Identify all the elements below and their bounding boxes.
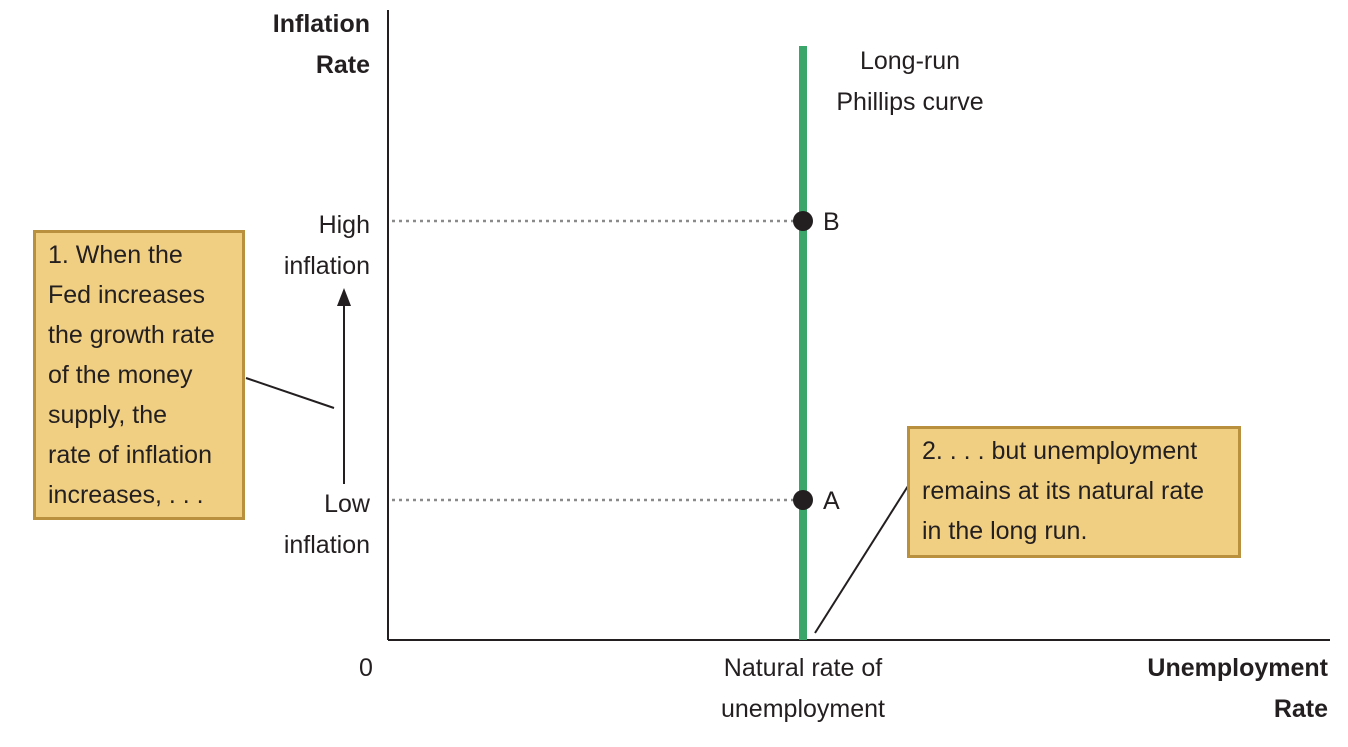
curve-label-line1: Long-run bbox=[860, 47, 960, 75]
low-inflation-label-line1: Low bbox=[324, 490, 371, 518]
x-axis-title-line2: Rate bbox=[1274, 695, 1328, 723]
callout-fed-increases-money-growth: 1. When the Fed increases the growth rat… bbox=[33, 230, 245, 520]
high-inflation-label-line2: inflation bbox=[284, 252, 370, 280]
point-a-label: A bbox=[823, 487, 840, 515]
high-inflation-label-line1: High bbox=[319, 211, 370, 239]
callout-2-leader bbox=[814, 485, 909, 634]
y-axis-title-line2: Rate bbox=[316, 51, 370, 79]
natural-rate-label-line1: Natural rate of bbox=[724, 654, 882, 682]
callout-1-leader bbox=[245, 377, 335, 409]
y-axis-title-line1: Inflation bbox=[273, 10, 370, 38]
point-a-marker bbox=[793, 490, 813, 510]
callout-unemployment-natural-rate: 2. . . . but unemployment remains at its… bbox=[907, 426, 1241, 558]
x-axis-title-line1: Unemployment bbox=[1147, 654, 1328, 682]
curve-label-line2: Phillips curve bbox=[836, 88, 983, 116]
natural-rate-label-line2: unemployment bbox=[721, 695, 885, 723]
arrow-head-icon bbox=[337, 288, 351, 306]
low-inflation-label-line2: inflation bbox=[284, 531, 370, 559]
point-b-label: B bbox=[823, 208, 840, 236]
point-b-marker bbox=[793, 211, 813, 231]
origin-label: 0 bbox=[359, 654, 373, 682]
